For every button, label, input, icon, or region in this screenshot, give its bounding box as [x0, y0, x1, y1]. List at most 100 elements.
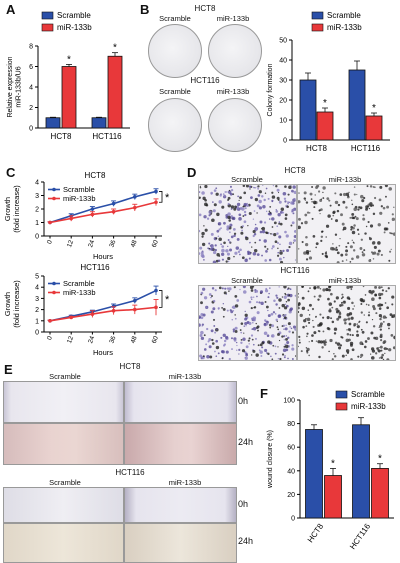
cell-dot — [288, 330, 291, 333]
cell-dot — [285, 324, 287, 327]
cell-dot — [268, 218, 271, 220]
cell-dot — [384, 352, 386, 355]
cell-dot — [277, 346, 279, 348]
cell-dot — [298, 200, 301, 204]
e-scramble-label-2: Scramble — [49, 478, 81, 487]
cell-dot — [253, 233, 257, 236]
chart-a-expression: 0 2 4 6 8 Relative expression miR-133b/U6 * HCT8… — [7, 11, 130, 141]
cell-dot — [325, 236, 328, 238]
cell-dot — [305, 249, 310, 254]
cell-dot — [298, 217, 301, 221]
cell-dot — [200, 336, 205, 341]
legend-label: miR-133b — [57, 23, 92, 32]
cell-dot — [391, 217, 395, 222]
cell-dot — [380, 349, 383, 352]
cell-dot — [359, 247, 363, 250]
cell-dot — [335, 296, 339, 300]
cell-dot — [344, 321, 347, 325]
panel-label-d: D — [187, 165, 197, 180]
cell-dot — [275, 210, 279, 213]
cell-dot — [304, 220, 308, 225]
cell-dot — [261, 254, 263, 257]
cell-dot — [385, 290, 388, 293]
cell-dot — [328, 302, 333, 306]
cell-dot — [235, 341, 238, 344]
wound-hct116-mir-24h — [124, 523, 237, 563]
cell-dot — [387, 287, 390, 290]
cell-dot — [272, 245, 275, 248]
y-tick-label: 2 — [29, 105, 33, 112]
cell-dot — [228, 219, 231, 222]
cell-dot — [373, 196, 377, 200]
cell-dot — [273, 233, 277, 237]
cell-dot — [248, 300, 252, 304]
cell-dot — [275, 294, 278, 297]
cell-dot — [328, 288, 331, 292]
cell-dot — [248, 321, 252, 325]
cell-dot — [201, 231, 205, 236]
cell-dot — [205, 306, 208, 309]
cell-dot — [386, 306, 390, 310]
cell-dot — [222, 193, 225, 195]
cell-dot — [359, 298, 364, 302]
legend-swatch — [335, 390, 348, 399]
colony-dish-hct8-scramble — [148, 24, 202, 78]
cell-dot — [272, 185, 275, 187]
cell-dot — [384, 302, 387, 304]
cell-dot — [234, 329, 238, 333]
panel-label-f: F — [260, 386, 268, 401]
cell-dot — [199, 315, 202, 319]
cell-dot — [379, 328, 382, 331]
e-0h-label-2: 0h — [238, 499, 249, 509]
cell-dot — [308, 303, 312, 307]
cell-dot — [234, 317, 237, 320]
cell-dot — [316, 286, 320, 289]
cell-dot — [284, 230, 287, 234]
cell-dot — [244, 213, 247, 217]
cell-dot — [200, 251, 204, 255]
cell-dot — [276, 232, 279, 235]
cell-dot — [271, 195, 276, 199]
cell-dot — [202, 196, 206, 200]
cell-dot — [238, 199, 240, 201]
cell-dot — [370, 204, 373, 207]
cell-dot — [267, 296, 270, 299]
cell-dot — [253, 318, 256, 322]
cell-dot — [277, 358, 280, 360]
cell-dot — [252, 218, 255, 220]
cell-dot — [311, 339, 314, 343]
cell-dot — [385, 195, 387, 198]
cell-dot — [199, 229, 201, 233]
cell-dot — [334, 192, 337, 195]
cell-dot — [349, 261, 352, 263]
cell-dot — [330, 317, 333, 320]
cell-dot — [350, 316, 354, 320]
cell-dot — [300, 350, 303, 353]
cell-dot — [322, 340, 326, 344]
bar — [299, 79, 317, 141]
cell-dot — [244, 356, 248, 360]
cell-dot — [376, 347, 379, 350]
cell-dot — [278, 257, 282, 261]
data-point — [154, 305, 158, 310]
cell-dot — [319, 313, 322, 316]
cell-dot — [239, 248, 242, 252]
cell-dot — [349, 286, 353, 289]
cell-dot — [377, 223, 381, 227]
cell-dot — [382, 206, 386, 210]
cell-dot — [336, 261, 340, 263]
cell-dot — [355, 255, 360, 259]
cell-dot — [230, 208, 233, 210]
cell-dot — [384, 185, 388, 188]
cell-dot — [241, 256, 245, 260]
cell-dot — [377, 303, 381, 307]
cell-dot — [292, 212, 295, 215]
chart-b-colony: 0 10 20 30 40 50 Colony formation * HCT8 * HCT116 S… — [267, 11, 390, 153]
cell-dot — [377, 241, 381, 245]
cell-dot — [263, 221, 267, 224]
cell-dot — [354, 215, 357, 218]
cell-dot — [206, 327, 209, 331]
cell-dot — [301, 296, 305, 300]
cell-dot — [283, 256, 285, 259]
cell-dot — [248, 211, 252, 216]
